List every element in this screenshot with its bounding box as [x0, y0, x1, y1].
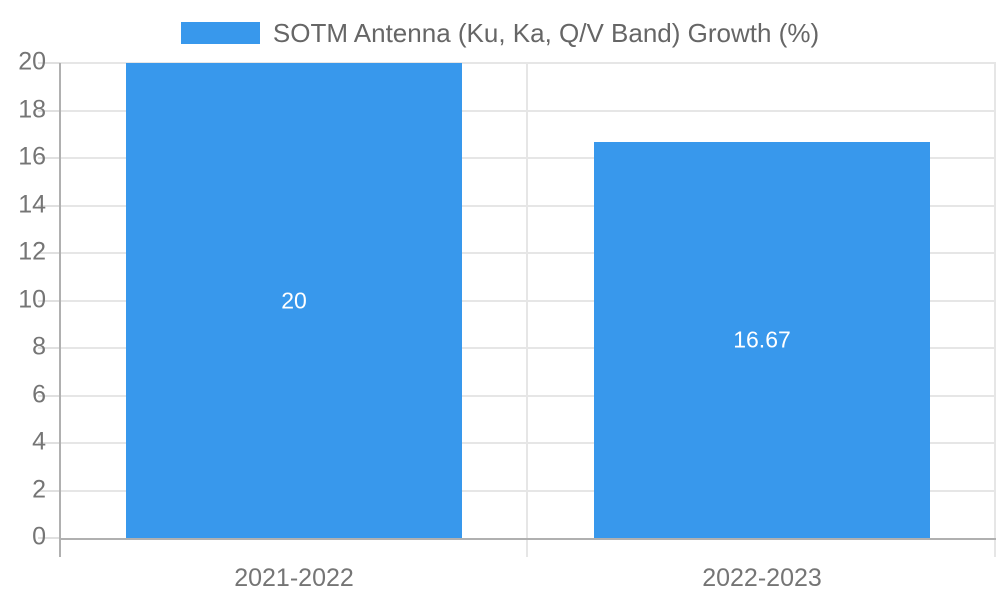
bar-2022-2023[interactable] — [593, 142, 931, 538]
y-gridline — [60, 347, 996, 349]
y-gridline — [60, 109, 996, 112]
bar-2021-2022[interactable] — [125, 63, 463, 538]
y-tick-mark — [38, 62, 60, 64]
y-tick-label: 6 — [32, 379, 46, 408]
x-axis-baseline — [59, 538, 996, 540]
y-tick-label: 0 — [32, 522, 46, 551]
y-tick-mark — [38, 299, 60, 302]
y-tick-label: 10 — [18, 284, 46, 313]
y-tick-mark — [38, 204, 60, 207]
y-tick-mark — [38, 252, 60, 254]
category-divider-gridline — [526, 63, 528, 557]
y-tick-mark — [38, 489, 60, 492]
y-tick-label: 16 — [18, 142, 46, 171]
y-tick-label: 2 — [32, 474, 46, 503]
bar-value-label: 20 — [281, 287, 307, 313]
legend-item-sotm-antenna[interactable]: SOTM Antenna (Ku, Ka, Q/V Band) Growth (… — [180, 18, 820, 48]
y-gridline — [60, 252, 996, 254]
y-tick-label: 8 — [32, 332, 46, 361]
legend-label: SOTM Antenna (Ku, Ka, Q/V Band) Growth (… — [272, 18, 820, 48]
y-tick-mark — [38, 537, 60, 539]
y-gridline — [60, 442, 996, 444]
y-tick-label: 12 — [18, 237, 46, 266]
y-tick-mark — [38, 347, 60, 349]
chart-legend: SOTM Antenna (Ku, Ka, Q/V Band) Growth (… — [0, 18, 1000, 48]
y-gridline — [60, 394, 996, 397]
x-tick-label: 2021-2022 — [234, 564, 354, 592]
y-gridline — [60, 62, 996, 64]
legend-color-swatch — [180, 22, 260, 44]
x-tick-label: 2022-2023 — [702, 564, 822, 592]
y-tick-label: 14 — [18, 189, 46, 218]
y-tick-mark — [38, 442, 60, 444]
y-tick-label: 4 — [32, 427, 46, 456]
y-gridline — [60, 299, 996, 302]
y-tick-mark — [38, 109, 60, 112]
y-gridline — [60, 157, 996, 159]
bar-value-label: 16.67 — [733, 326, 791, 353]
y-tick-mark — [38, 394, 60, 397]
y-tick-label: 18 — [18, 94, 46, 123]
y-axis-line — [59, 63, 61, 557]
y-tick-mark — [38, 157, 60, 159]
y-tick-label: 20 — [18, 47, 46, 76]
y-gridline — [60, 489, 996, 492]
y-gridline — [60, 204, 996, 207]
plot-right-border — [994, 63, 996, 557]
